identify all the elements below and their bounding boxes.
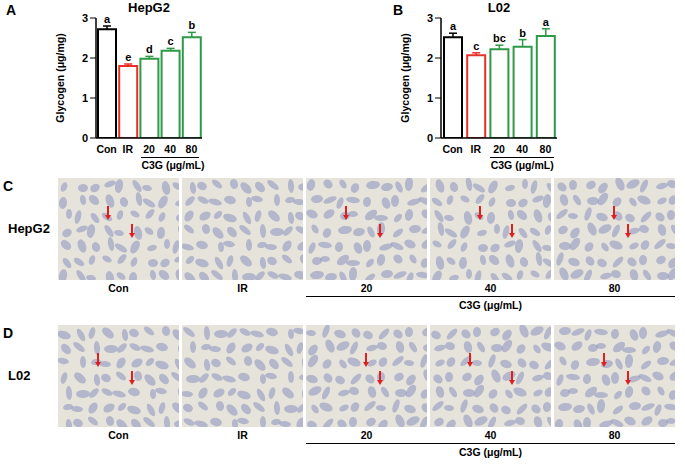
svg-text:40: 40 xyxy=(516,143,528,155)
svg-text:2: 2 xyxy=(82,52,88,64)
html-text:C: C xyxy=(3,178,14,194)
html-text:D: D xyxy=(3,325,14,341)
svg-text:a: a xyxy=(450,20,457,32)
svg-text:2: 2 xyxy=(427,52,433,64)
svg-text:d: d xyxy=(146,43,153,55)
svg-text:b: b xyxy=(519,27,526,39)
svg-text:e: e xyxy=(125,51,131,63)
svg-text:0: 0 xyxy=(427,132,433,144)
svg-text:Con: Con xyxy=(442,143,462,155)
svg-text:IR: IR xyxy=(471,143,482,155)
svg-text:1: 1 xyxy=(82,92,88,104)
html-text:80: 80 xyxy=(608,429,621,441)
html-text:L02: L02 xyxy=(487,0,511,15)
html-text:IR: IR xyxy=(237,282,248,294)
svg-text:3: 3 xyxy=(82,12,88,24)
html-text:Con: Con xyxy=(108,429,129,441)
svg-text:c: c xyxy=(473,40,479,52)
svg-text:1: 1 xyxy=(427,92,433,104)
svg-text:Con: Con xyxy=(96,143,116,155)
svg-text:20: 20 xyxy=(143,143,155,155)
svg-text:80: 80 xyxy=(186,143,198,155)
html-text:C3G (μg/mL): C3G (μg/mL) xyxy=(490,159,554,171)
svg-text:bc: bc xyxy=(493,32,506,44)
html-text:A: A xyxy=(6,2,17,18)
html-text:40: 40 xyxy=(484,282,497,294)
html-text:HepG2: HepG2 xyxy=(8,221,50,236)
html-text:80: 80 xyxy=(608,282,621,294)
html-text:HepG2: HepG2 xyxy=(128,0,170,15)
svg-text:0: 0 xyxy=(82,132,88,144)
html-text:20: 20 xyxy=(360,429,373,441)
svg-text:a: a xyxy=(543,16,550,28)
html-text:C3G (μg/mL): C3G (μg/mL) xyxy=(459,446,522,458)
html-text:20: 20 xyxy=(360,282,373,294)
svg-text:40: 40 xyxy=(164,143,176,155)
html-text:IR: IR xyxy=(237,429,248,441)
svg-text:80: 80 xyxy=(540,143,552,155)
svg-text:IR: IR xyxy=(123,143,134,155)
svg-text:c: c xyxy=(168,35,174,47)
html-text:C3G (μg/mL): C3G (μg/mL) xyxy=(141,159,205,171)
html-text:B: B xyxy=(393,2,404,18)
html-text:L02: L02 xyxy=(8,368,31,383)
html-text:40: 40 xyxy=(484,429,497,441)
html-text:Glycogen (μg/mg): Glycogen (μg/mg) xyxy=(399,33,411,123)
svg-text:3: 3 xyxy=(427,12,433,24)
svg-text:b: b xyxy=(188,19,195,31)
svg-text:a: a xyxy=(104,13,111,25)
html-text:C3G (μg/mL): C3G (μg/mL) xyxy=(459,299,522,311)
svg-text:20: 20 xyxy=(493,143,505,155)
html-text:Glycogen (μg/mg): Glycogen (μg/mg) xyxy=(54,33,66,123)
html-text:Con: Con xyxy=(108,282,129,294)
